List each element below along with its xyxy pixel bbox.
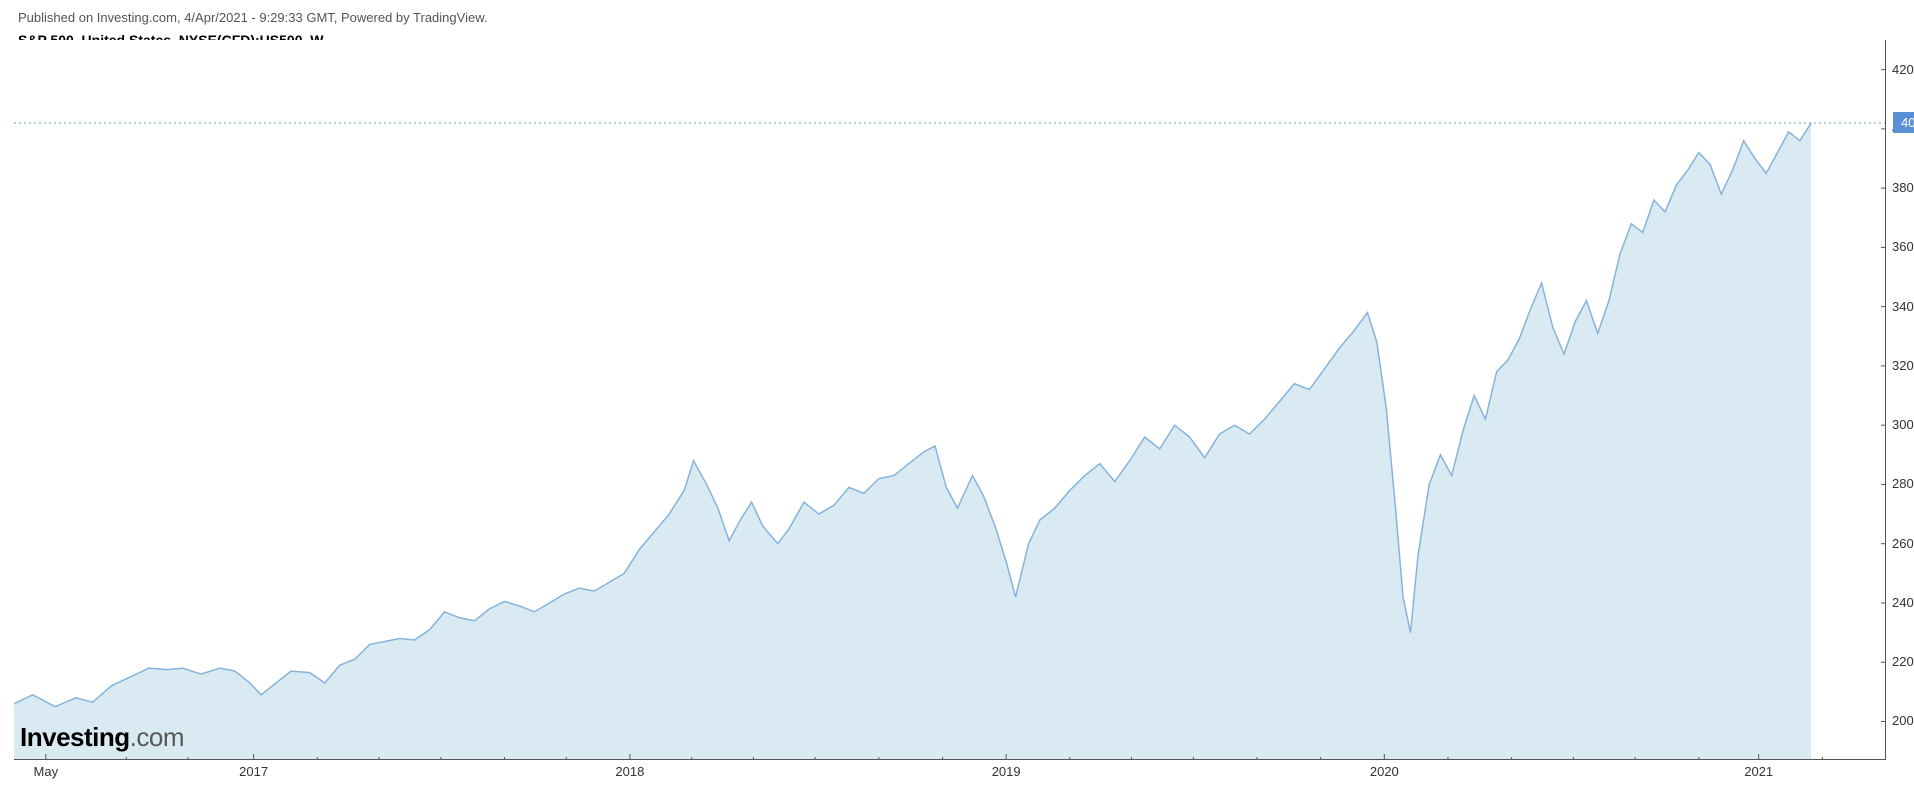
logo-suffix: .com: [130, 722, 184, 752]
x-axis-label: 2018: [615, 764, 644, 779]
y-axis-label: 3400.00: [1892, 299, 1914, 314]
current-price-badge: 4019.87: [1893, 112, 1914, 133]
y-axis-label: 2200.00: [1892, 654, 1914, 669]
x-axis-label: 2021: [1744, 764, 1773, 779]
y-axis-labels: 2000.00 2200.00 2400.00 2600.00 2800.00 3000.…: [1886, 40, 1914, 760]
y-axis-label: 3200.00: [1892, 358, 1914, 373]
y-axis-label: 3000.00: [1892, 417, 1914, 432]
publish-info: Published on Investing.com, 4/Apr/2021 -…: [18, 10, 487, 25]
y-axis-label: 2800.00: [1892, 476, 1914, 491]
y-axis-label: 2000.00: [1892, 713, 1914, 728]
investing-logo: Investing.com: [20, 722, 184, 753]
y-axis-label: 4200.00: [1892, 62, 1914, 77]
price-chart: [14, 40, 1886, 760]
x-axis-label: 2019: [992, 764, 1021, 779]
x-axis-label: 2017: [239, 764, 268, 779]
y-axis-label: 2400.00: [1892, 595, 1914, 610]
y-axis-label: 3600.00: [1892, 239, 1914, 254]
x-axis-labels: May 2017 2018 2019 2020 2021: [14, 762, 1886, 782]
y-axis-label: 3800.00: [1892, 180, 1914, 195]
y-axis-label: 2600.00: [1892, 536, 1914, 551]
chart-container: 2000.002200.002400.002600.002800.003000.…: [14, 40, 1886, 760]
x-axis-label: May: [34, 764, 59, 779]
logo-main: Investing: [20, 722, 130, 752]
x-axis-label: 2020: [1370, 764, 1399, 779]
